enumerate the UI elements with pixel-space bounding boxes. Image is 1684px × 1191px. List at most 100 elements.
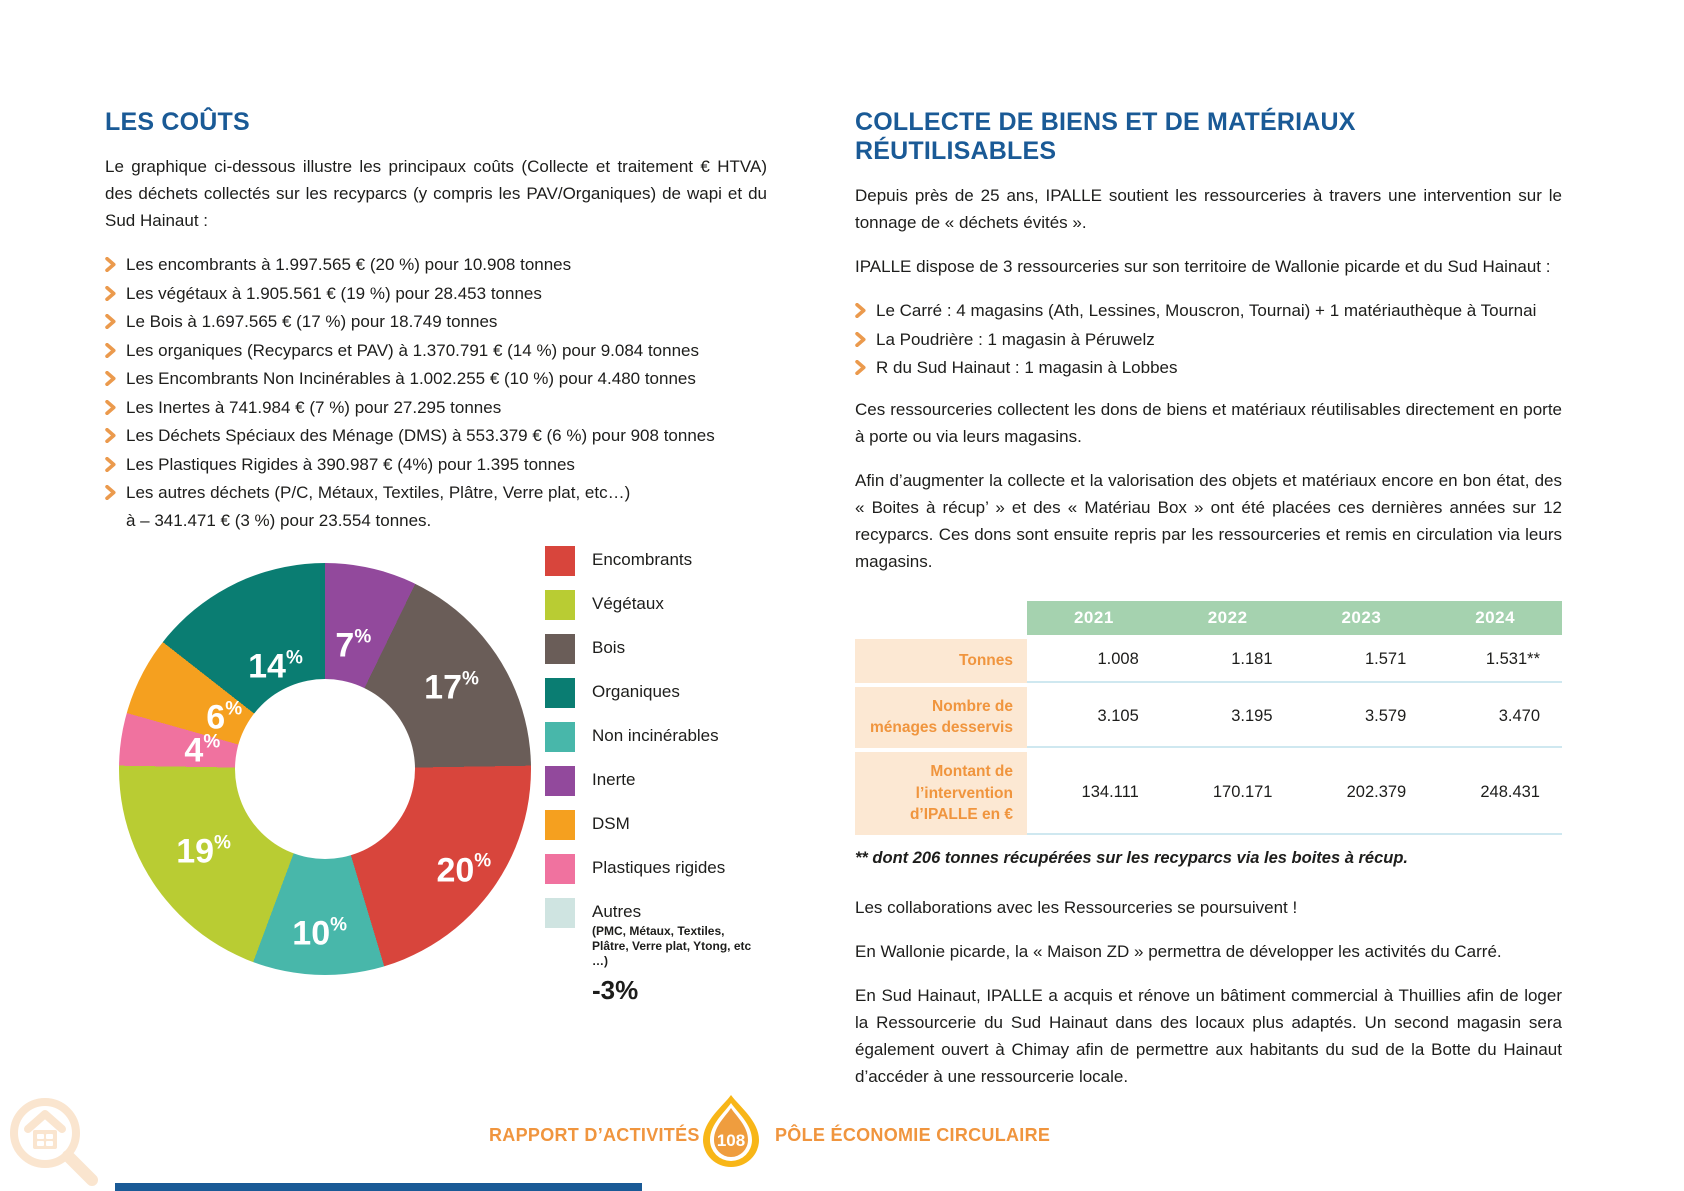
- table-footnote: ** dont 206 tonnes récupérées sur les re…: [855, 848, 1409, 867]
- right-section-title: COLLECTE DE BIENS ET DE MATÉRIAUX RÉUTIL…: [855, 108, 1356, 165]
- bullet-text: Les organiques (Recyparcs et PAV) à 1.37…: [126, 340, 699, 360]
- table-row-values: 1.008 1.181 1.571 1.531**: [1027, 639, 1562, 683]
- paragraph-collaborations: Les collaborations avec les Ressourcerie…: [855, 897, 1298, 917]
- bullet-text: La Poudrière : 1 magasin à Péruwelz: [876, 329, 1155, 349]
- table-row: Montant de l’intervention d’IPALLE en € 1…: [855, 751, 1562, 835]
- paragraph-ressourceries-count: IPALLE dispose de 3 ressourceries sur so…: [855, 257, 1551, 276]
- legend-label: Non incinérables: [592, 726, 719, 745]
- chart-legend: Encombrants Végétaux Bois: [545, 546, 785, 1020]
- legend-item: Bois: [545, 634, 785, 664]
- table-cell: 202.379: [1346, 782, 1407, 801]
- bullet-item: Les encombrants à 1.997.565 € (20 %) pou…: [105, 251, 767, 279]
- chevron-bullet-icon: [105, 257, 116, 272]
- table-cell: 1.008: [1097, 650, 1139, 668]
- chevron-bullet-icon: [105, 456, 116, 472]
- table-header-row: 2021 2022 2023 2024: [855, 600, 1562, 635]
- legend-label: Organiques: [592, 682, 680, 701]
- bullet-text: Les Plastiques Rigides à 390.987 € (4%) …: [126, 454, 575, 474]
- right-column: COLLECTE DE BIENS ET DE MATÉRIAUX RÉUTIL…: [855, 108, 1562, 1107]
- legend-swatch: [545, 678, 575, 708]
- chevron-bullet-icon: [105, 485, 116, 500]
- bullet-item: Les Plastiques Rigides à 390.987 € (4%) …: [105, 451, 767, 479]
- legend-swatch: [545, 810, 575, 840]
- chevron-bullet-icon: [105, 342, 116, 358]
- table-cell: 170.171: [1212, 782, 1273, 801]
- legend-text: Inerte: [592, 766, 635, 790]
- table-row: Nombre de ménages desservis 3.105 3.195 3.5…: [855, 686, 1562, 748]
- legend-item: Non incinérables: [545, 722, 785, 752]
- donut-slice-label: 14%: [248, 647, 303, 686]
- chevron-bullet-icon: [855, 331, 866, 347]
- page-number: 108: [717, 1131, 745, 1150]
- donut-slice-label: 7%: [335, 626, 372, 665]
- legend-sublabel: (PMC, Métaux, Textiles, Plâtre, Verre pl…: [592, 924, 752, 968]
- legend-text: Non incinérables: [592, 722, 719, 746]
- bullet-item: Les organiques (Recyparcs et PAV) à 1.37…: [105, 337, 767, 365]
- ressourceries-table: 2021 2022 2023 2024 Tonnes 1.008 1.181 1.57…: [855, 600, 1562, 835]
- legend-text: DSM: [592, 810, 630, 834]
- bullet-item: Le Bois à 1.697.565 € (17 %) pour 18.749…: [105, 308, 767, 336]
- bullet-item: Les végétaux à 1.905.561 € (19 %) pour 2…: [105, 280, 767, 308]
- legend-item: Encombrants: [545, 546, 785, 576]
- bullet-item: R du Sud Hainaut : 1 magasin à Lobbes: [855, 354, 1562, 382]
- footer-section-title: PÔLE ÉCONOMIE CIRCULAIRE: [775, 1125, 1051, 1145]
- table-year-header: 2021: [1073, 607, 1114, 627]
- bullet-text: Les Inertes à 741.984 € (7 %) pour 27.29…: [126, 397, 502, 417]
- bullet-item: Les autres déchets (P/C, Métaux, Textile…: [105, 479, 767, 534]
- bullet-text: Les Déchets Spéciaux des Ménage (DMS) à …: [126, 426, 715, 445]
- chevron-bullet-icon: [105, 371, 116, 386]
- left-section-title: LES COÛTS: [105, 108, 250, 136]
- legend-item: DSM: [545, 810, 785, 840]
- table-cell: 3.195: [1231, 706, 1273, 725]
- bullet-text: Les végétaux à 1.905.561 € (19 %) pour 2…: [126, 283, 542, 303]
- legend-label: Végétaux: [592, 594, 664, 613]
- legend-item: Autres (PMC, Métaux, Textiles, Plâtre, V…: [545, 898, 785, 1006]
- donut-slice-label: 19%: [176, 832, 231, 871]
- table-year-header: 2023: [1341, 607, 1382, 627]
- donut-slice-label: 6%: [206, 698, 243, 737]
- table-cell: 1.531**: [1485, 650, 1540, 668]
- table-row-values: 134.111 170.171 202.379 248.431: [1027, 752, 1562, 835]
- table-cell: 1.571: [1364, 650, 1407, 668]
- chevron-bullet-icon: [855, 303, 866, 318]
- paragraph-sud-hainaut: En Sud Hainaut, IPALLE a acquis et rénov…: [855, 985, 1562, 1086]
- magnifier-house-watermark-icon: [10, 1098, 98, 1186]
- table-row-label: Montant de l’intervention d’IPALLE en €: [855, 751, 1027, 835]
- bullet-text: Le Bois à 1.697.565 € (17 %) pour 18.749…: [126, 312, 498, 331]
- legend-item: Inerte: [545, 766, 785, 796]
- bullet-item: Les Inertes à 741.984 € (7 %) pour 27.29…: [105, 394, 767, 422]
- paragraph-dons: Ces ressourceries collectent les dons de…: [855, 399, 1562, 446]
- costs-donut-chart-block: 7% 17% 20% 10% 19% 4% 6% 14%: [119, 563, 531, 975]
- left-intro-paragraph: Le graphique ci-dessous illustre les pri…: [105, 157, 767, 230]
- bottom-accent-bar: [115, 1183, 642, 1191]
- donut-hole: [235, 679, 415, 859]
- table-cell: 3.105: [1097, 706, 1139, 725]
- legend-text: Plastiques rigides: [592, 854, 725, 878]
- legend-swatch: [545, 766, 575, 796]
- table-year-headers: 2021 2022 2023 2024: [1027, 600, 1562, 635]
- donut-slice-label: 10%: [292, 914, 348, 953]
- table-row-values: 3.105 3.195 3.579 3.470: [1027, 687, 1562, 748]
- legend-text: Encombrants: [592, 546, 692, 570]
- legend-swatch: [545, 854, 575, 884]
- table-year-header: 2024: [1475, 607, 1516, 627]
- donut-slice-label: 4%: [184, 731, 221, 770]
- bullet-text: Les encombrants à 1.997.565 € (20 %) pou…: [126, 255, 572, 274]
- legend-text: Organiques: [592, 678, 680, 702]
- donut-slice-label: 17%: [424, 668, 479, 707]
- table-year-header: 2022: [1207, 607, 1248, 627]
- legend-swatch: [545, 722, 575, 752]
- legend-label: DSM: [592, 814, 630, 833]
- legend-label: Encombrants: [592, 550, 693, 569]
- chevron-bullet-icon: [105, 428, 116, 443]
- legend-text: Autres (PMC, Métaux, Textiles, Plâtre, V…: [592, 898, 752, 1006]
- table-cell: 3.579: [1364, 706, 1407, 725]
- chevron-bullet-icon: [105, 285, 116, 301]
- donut-slice-label: 20%: [436, 850, 492, 890]
- table-row: Tonnes 1.008 1.181 1.571 1.531**: [855, 638, 1562, 683]
- legend-item: Organiques: [545, 678, 785, 708]
- chevron-bullet-icon: [105, 399, 116, 415]
- paragraph-maison-zd: En Wallonie picarde, la « Maison ZD » pe…: [855, 941, 1502, 961]
- legend-swatch: [545, 898, 575, 928]
